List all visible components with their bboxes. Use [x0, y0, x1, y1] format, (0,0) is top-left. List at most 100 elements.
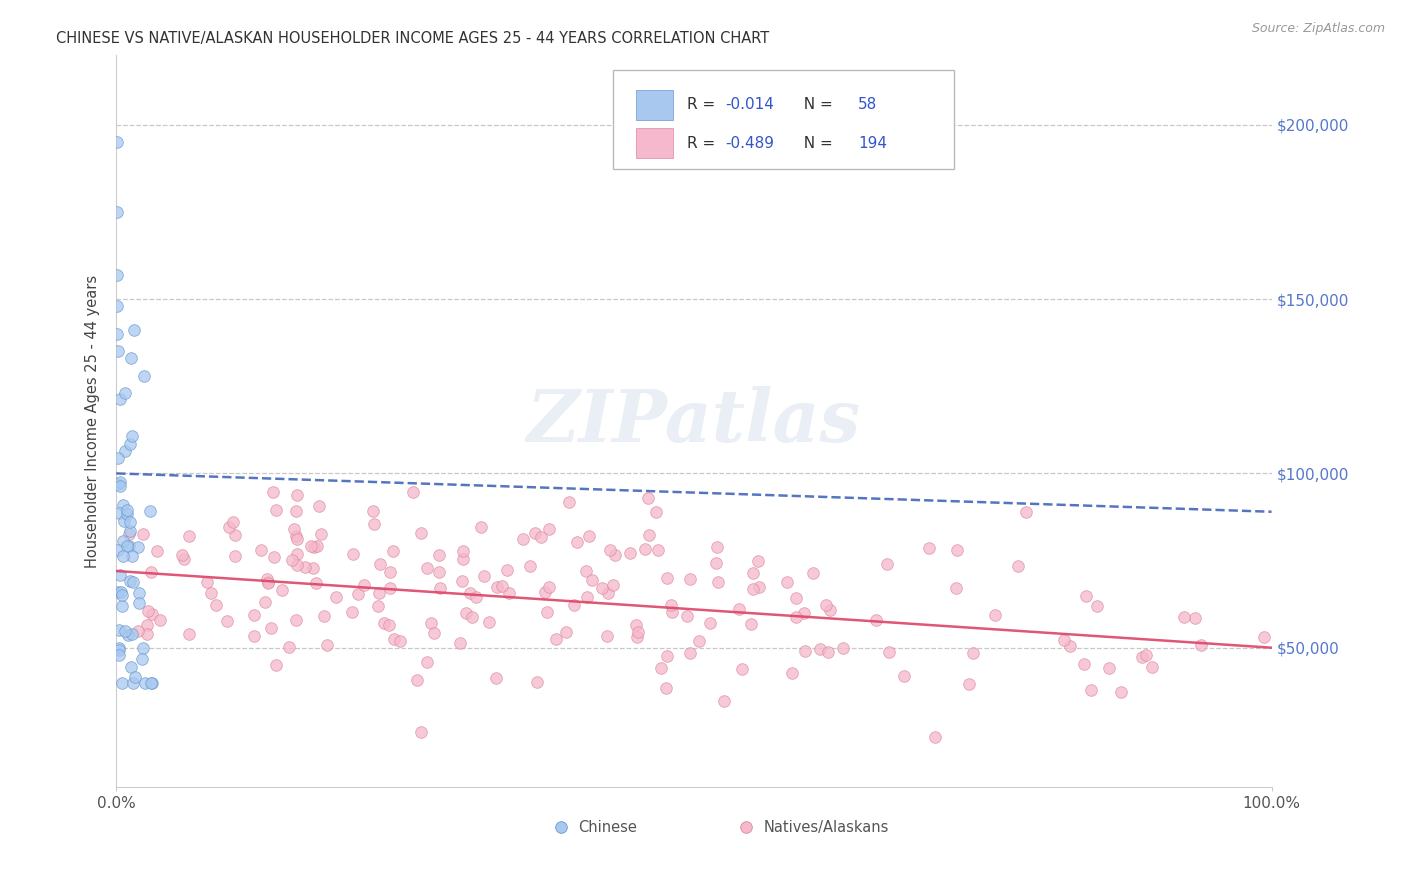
Point: [256, 572, 278, 586]
Point: [112, 534, 135, 549]
Point: [713, 694, 735, 708]
Point: [118, 527, 141, 541]
Point: [562, 598, 585, 612]
Point: [121, 428, 143, 442]
Point: [132, 641, 155, 656]
Point: [1184, 611, 1206, 625]
Point: [112, 498, 135, 512]
Text: N =: N =: [794, 97, 838, 112]
Point: [731, 662, 754, 676]
Point: [172, 548, 194, 562]
Point: [131, 652, 153, 666]
Point: [728, 602, 751, 616]
Point: [325, 590, 347, 604]
Point: [107, 136, 129, 150]
Point: [108, 507, 131, 521]
Point: [1253, 630, 1275, 644]
Point: [808, 642, 831, 657]
Point: [596, 630, 619, 644]
Point: [107, 299, 129, 313]
Point: [382, 632, 405, 646]
Point: [108, 643, 131, 657]
Point: [498, 586, 520, 600]
Point: [347, 587, 370, 601]
Point: [679, 572, 702, 586]
Point: [107, 450, 129, 465]
Point: [794, 644, 817, 658]
Point: [253, 595, 276, 609]
Point: [427, 565, 450, 579]
Point: [342, 605, 364, 619]
Point: [139, 565, 162, 579]
Point: [1073, 657, 1095, 671]
Point: [114, 385, 136, 400]
Point: [135, 626, 157, 640]
Point: [679, 646, 702, 660]
Y-axis label: Householder Income Ages 25 - 44 years: Householder Income Ages 25 - 44 years: [86, 275, 100, 567]
Point: [111, 675, 134, 690]
Point: [832, 640, 855, 655]
Point: [655, 681, 678, 695]
Point: [108, 479, 131, 493]
Point: [550, 815, 572, 830]
Point: [121, 627, 143, 641]
Point: [361, 504, 384, 518]
Point: [707, 574, 730, 589]
Point: [534, 585, 557, 599]
Point: [962, 646, 984, 660]
Point: [659, 598, 682, 612]
Point: [427, 548, 450, 562]
Point: [536, 605, 558, 619]
Point: [918, 541, 941, 555]
Point: [496, 563, 519, 577]
Point: [118, 437, 141, 451]
Point: [491, 579, 513, 593]
Point: [645, 505, 668, 519]
Point: [735, 815, 758, 830]
Point: [538, 580, 561, 594]
Point: [243, 629, 266, 643]
Point: [138, 504, 160, 518]
Point: [1142, 659, 1164, 673]
Point: [815, 599, 838, 613]
Point: [215, 614, 238, 628]
Point: [117, 502, 139, 516]
Point: [132, 369, 155, 384]
Point: [281, 552, 304, 566]
Point: [638, 527, 661, 541]
Point: [257, 574, 280, 589]
Point: [742, 582, 765, 597]
Point: [699, 616, 721, 631]
Point: [243, 608, 266, 623]
Text: 194: 194: [858, 136, 887, 151]
Point: [389, 634, 412, 648]
Point: [108, 640, 131, 655]
Point: [1135, 648, 1157, 663]
Point: [429, 581, 451, 595]
Point: [378, 618, 401, 632]
Point: [117, 628, 139, 642]
Point: [342, 547, 364, 561]
Point: [603, 548, 626, 562]
Point: [277, 640, 299, 655]
Point: [134, 675, 156, 690]
Point: [114, 624, 136, 638]
Point: [250, 542, 273, 557]
Point: [1015, 505, 1038, 519]
Point: [294, 560, 316, 574]
Point: [110, 568, 132, 582]
Point: [149, 613, 172, 627]
Point: [218, 519, 240, 533]
Point: [945, 581, 967, 595]
Point: [110, 585, 132, 599]
Point: [112, 514, 135, 528]
Point: [177, 627, 200, 641]
Point: [876, 557, 898, 571]
Point: [367, 586, 389, 600]
Point: [624, 618, 647, 632]
Point: [285, 558, 308, 572]
Point: [266, 503, 288, 517]
Point: [626, 630, 648, 644]
Point: [1059, 639, 1081, 653]
Point: [136, 617, 159, 632]
